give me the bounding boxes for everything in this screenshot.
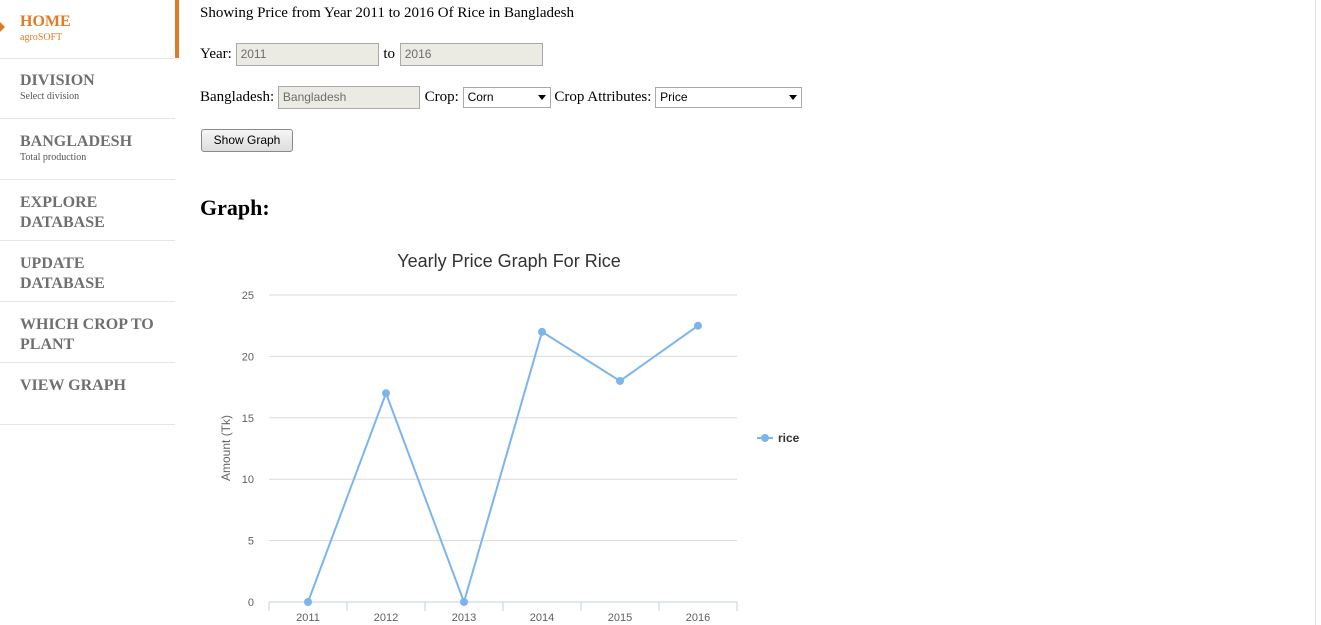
sidebar-item-update-database[interactable]: UPDATE DATABASE: [0, 241, 175, 302]
sidebar-nav: HOME agroSOFT DIVISION Select division B…: [0, 0, 175, 425]
sidebar-item-division[interactable]: DIVISION Select division: [0, 59, 175, 119]
crop-label: Crop:: [424, 88, 459, 105]
active-arrow-icon: [0, 22, 5, 32]
y-axis-ticks: 0 5 10 15 20 25: [242, 290, 254, 609]
crop-attributes-select-value: Price: [660, 90, 688, 104]
country-field[interactable]: Bangladesh: [277, 86, 420, 109]
sidebar-item-which-crop-label-line2: PLANT: [20, 336, 75, 353]
crop-attributes-label: Crop Attributes:: [554, 88, 652, 105]
to-label: to: [383, 45, 395, 62]
country-label: Bangladesh:: [200, 88, 275, 105]
price-line-chart: Yearly Price Graph For Rice Amount (Tk) …: [219, 251, 800, 624]
sidebar-item-which-crop-label-line1: WHICH CROP TO: [20, 316, 154, 333]
x-tick-label: 2016: [686, 612, 710, 624]
data-point: [616, 376, 624, 385]
chevron-down-icon: [537, 95, 546, 100]
sidebar-item-bangladesh-label: BANGLADESH: [20, 133, 133, 150]
data-point: [460, 598, 468, 606]
year-label: Year:: [200, 45, 232, 62]
sidebar-item-bangladesh[interactable]: BANGLADESH Total production: [0, 119, 175, 180]
y-tick-label: 20: [242, 351, 254, 363]
chart-title: Yearly Price Graph For Rice: [397, 251, 620, 271]
filter-row: Bangladesh: Bangladesh Crop: Corn Crop A…: [200, 86, 803, 109]
year-to-field[interactable]: 2016: [399, 43, 543, 66]
y-tick-label: 15: [242, 413, 254, 425]
sidebar-item-division-label: DIVISION: [20, 72, 95, 89]
year-from-field[interactable]: 2011: [235, 43, 379, 66]
sidebar-item-which-crop[interactable]: WHICH CROP TO PLANT: [0, 302, 175, 363]
chart-gridlines: [269, 294, 737, 542]
sidebar-item-explore-database[interactable]: EXPLORE DATABASE: [0, 180, 175, 241]
data-point: [694, 321, 702, 330]
sidebar-item-home-label: HOME: [20, 13, 71, 30]
crop-select[interactable]: Corn: [462, 87, 551, 108]
sidebar-item-home[interactable]: HOME agroSOFT: [0, 0, 175, 59]
y-tick-label: 0: [248, 597, 254, 609]
page-heading: Showing Price from Year 2011 to 2016 Of …: [200, 5, 574, 21]
show-graph-button[interactable]: Show Graph: [201, 129, 293, 152]
sidebar-item-explore-label-line2: DATABASE: [20, 214, 105, 231]
x-tick-label: 2014: [530, 612, 554, 624]
active-indicator-bar: [175, 0, 179, 58]
sidebar-item-view-graph[interactable]: VIEW GRAPH: [0, 363, 175, 424]
chart-legend[interactable]: rice: [757, 431, 800, 445]
y-tick-label: 25: [242, 290, 254, 302]
data-point: [304, 598, 312, 606]
graph-heading: Graph:: [200, 195, 270, 220]
sidebar-item-bangladesh-subtitle: Total production: [20, 152, 87, 163]
sidebar-item-division-subtitle: Select division: [20, 91, 80, 102]
legend-label: rice: [778, 431, 800, 445]
crop-select-value: Corn: [467, 90, 494, 104]
x-tick-label: 2012: [374, 612, 398, 624]
x-tick-label: 2013: [452, 612, 476, 624]
y-tick-label: 10: [242, 474, 254, 486]
y-axis-title: Amount (Tk): [219, 415, 233, 481]
right-divider: [1315, 0, 1316, 625]
x-tick-label: 2015: [608, 612, 632, 624]
year-row: Year: 2011 to 2016: [200, 43, 543, 66]
sidebar-item-view-graph-label: VIEW GRAPH: [20, 377, 126, 394]
data-point: [538, 327, 546, 336]
legend-symbol-marker: [761, 434, 769, 442]
sidebar-item-explore-label-line1: EXPLORE: [20, 194, 98, 211]
series-line-rice: [307, 324, 699, 606]
sidebar-item-update-label-line2: DATABASE: [20, 275, 105, 292]
data-point: [382, 389, 390, 398]
sidebar-item-update-label-line1: UPDATE: [20, 255, 85, 272]
x-tick-label: 2011: [296, 612, 320, 624]
crop-attributes-select[interactable]: Price: [655, 87, 803, 108]
chart-series: [304, 321, 702, 606]
x-axis: 2011 2012 2013 2014 2015 2016: [268, 601, 738, 624]
sidebar-item-home-subtitle: agroSOFT: [20, 32, 63, 43]
y-tick-label: 5: [248, 536, 254, 548]
chevron-down-icon: [789, 95, 798, 100]
